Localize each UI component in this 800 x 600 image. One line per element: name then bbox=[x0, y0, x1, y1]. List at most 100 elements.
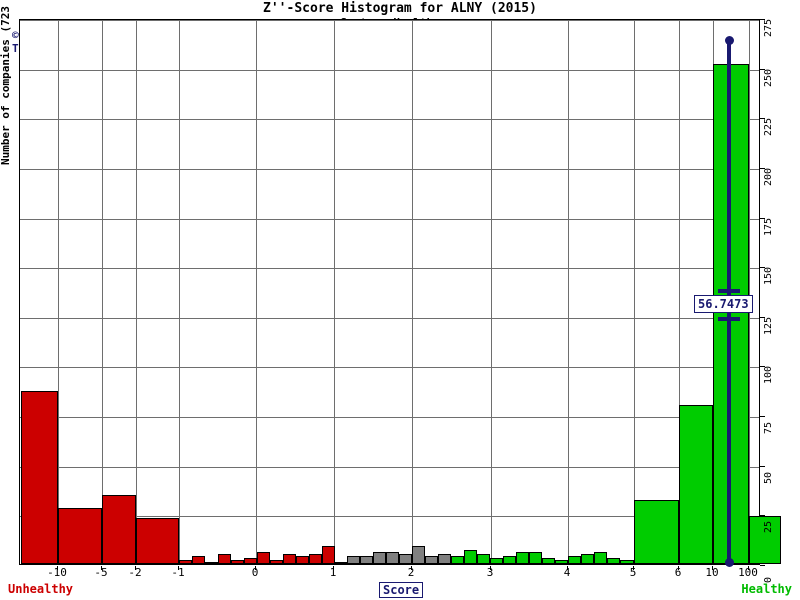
gridline-x-1 bbox=[334, 20, 335, 564]
x-tick-label--10: -10 bbox=[47, 566, 67, 579]
x-tick-label-6: 6 bbox=[674, 566, 682, 579]
histogram-bar bbox=[529, 552, 542, 564]
x-tick-label-5: 5 bbox=[629, 566, 637, 579]
histogram-bar bbox=[477, 554, 490, 564]
histogram-bar bbox=[412, 546, 425, 564]
gridline-x-100 bbox=[749, 20, 750, 564]
y-tick-label-250: 250 bbox=[763, 68, 774, 87]
histogram-bar bbox=[555, 560, 568, 564]
y-tick bbox=[760, 217, 765, 219]
histogram-bar bbox=[283, 554, 296, 564]
y-tick-label-225: 225 bbox=[763, 118, 774, 137]
histogram-bar bbox=[490, 558, 503, 564]
marker-bracket-bottom bbox=[718, 317, 740, 321]
x-tick bbox=[712, 566, 713, 570]
histogram-bar bbox=[360, 556, 373, 564]
x-tick bbox=[57, 566, 58, 570]
y-tick bbox=[760, 366, 765, 368]
y-tick bbox=[760, 515, 765, 517]
x-tick bbox=[567, 566, 568, 570]
gridline-y-275 bbox=[20, 20, 759, 21]
y-tick bbox=[760, 465, 765, 467]
x-tick bbox=[178, 566, 179, 570]
y-tick-label-275: 275 bbox=[763, 18, 774, 37]
histogram-bar bbox=[425, 556, 438, 564]
gridline-y-200 bbox=[20, 168, 759, 170]
histogram-bar bbox=[438, 554, 451, 564]
histogram-bar bbox=[296, 556, 309, 564]
y-tick-label-200: 200 bbox=[763, 167, 774, 186]
histogram-bar bbox=[102, 494, 136, 564]
gridline-y-50 bbox=[20, 466, 759, 468]
gridline-x--10 bbox=[58, 20, 59, 564]
x-tick bbox=[748, 566, 749, 570]
plot-area bbox=[19, 19, 781, 565]
y-tick-label-25: 25 bbox=[763, 521, 774, 534]
histogram-bar bbox=[218, 554, 231, 564]
y-tick bbox=[760, 565, 765, 566]
histogram-bar bbox=[581, 554, 594, 564]
histogram-bar bbox=[503, 556, 516, 564]
histogram-bar bbox=[464, 550, 477, 564]
histogram-bar bbox=[568, 556, 581, 564]
x-tick bbox=[490, 566, 491, 570]
gridline-x-5 bbox=[634, 20, 635, 564]
x-tick-label-100: 100 bbox=[738, 566, 758, 579]
histogram-bar bbox=[270, 560, 283, 564]
histogram-bar bbox=[679, 405, 713, 564]
histogram-bar bbox=[713, 63, 749, 564]
gridline-y-150 bbox=[20, 268, 759, 270]
x-tick bbox=[678, 566, 679, 570]
histogram-bar bbox=[231, 560, 244, 564]
y-tick bbox=[760, 19, 765, 20]
healthy-tag: Healthy bbox=[741, 582, 792, 596]
histogram-bar bbox=[58, 508, 102, 564]
y-tick-label-175: 175 bbox=[763, 217, 774, 236]
histogram-bar bbox=[749, 516, 781, 564]
gridline-y-125 bbox=[20, 317, 759, 319]
gridline-x--2 bbox=[136, 20, 137, 564]
histogram-bar bbox=[607, 558, 620, 564]
marker-dot-bottom bbox=[724, 558, 734, 567]
histogram-bar bbox=[136, 518, 179, 564]
y-tick-label-50: 50 bbox=[763, 471, 774, 484]
y-tick bbox=[760, 118, 765, 120]
x-tick-label-10: 10 bbox=[705, 566, 719, 579]
x-tick-label-3: 3 bbox=[486, 566, 494, 579]
x-tick-label-2: 2 bbox=[407, 566, 415, 579]
histogram-bar bbox=[347, 556, 360, 564]
gridline-x--1 bbox=[179, 20, 180, 564]
gridline-y-175 bbox=[20, 218, 759, 220]
x-tick-label--5: -5 bbox=[94, 566, 108, 579]
x-tick-label--1: -1 bbox=[171, 566, 185, 579]
histogram-bar bbox=[516, 552, 529, 564]
gridline-x--5 bbox=[102, 20, 103, 564]
page-title: Z''-Score Histogram for ALNY (2015) bbox=[263, 1, 537, 16]
y-axis-title: Number of companies (723 total) bbox=[0, 0, 12, 165]
histogram-bar bbox=[620, 560, 634, 564]
y-tick-label-75: 75 bbox=[763, 422, 774, 435]
histogram-bar bbox=[21, 391, 58, 564]
histogram-bar bbox=[309, 554, 322, 564]
gridline-y-100 bbox=[20, 367, 759, 369]
gridline-x-3 bbox=[491, 20, 492, 564]
gridline-y-225 bbox=[20, 119, 759, 121]
x-tick-label-4: 4 bbox=[563, 566, 571, 579]
x-tick bbox=[101, 566, 102, 570]
x-tick-label-1: 1 bbox=[329, 566, 337, 579]
histogram-bar bbox=[399, 554, 412, 564]
y-tick-label-125: 125 bbox=[763, 316, 774, 335]
histogram-bar bbox=[594, 552, 607, 564]
gridline-x-0 bbox=[256, 20, 257, 564]
y-tick-label-150: 150 bbox=[763, 267, 774, 286]
y-tick bbox=[760, 416, 765, 418]
y-tick bbox=[760, 68, 765, 70]
gridline-x-4 bbox=[568, 20, 569, 564]
x-tick-label-0: 0 bbox=[251, 566, 259, 579]
marker-bracket-top bbox=[718, 289, 740, 293]
histogram-bar bbox=[373, 552, 386, 564]
unhealthy-tag: Unhealthy bbox=[8, 582, 74, 596]
gridline-y-75 bbox=[20, 417, 759, 419]
x-tick-label--2: -2 bbox=[128, 566, 142, 579]
